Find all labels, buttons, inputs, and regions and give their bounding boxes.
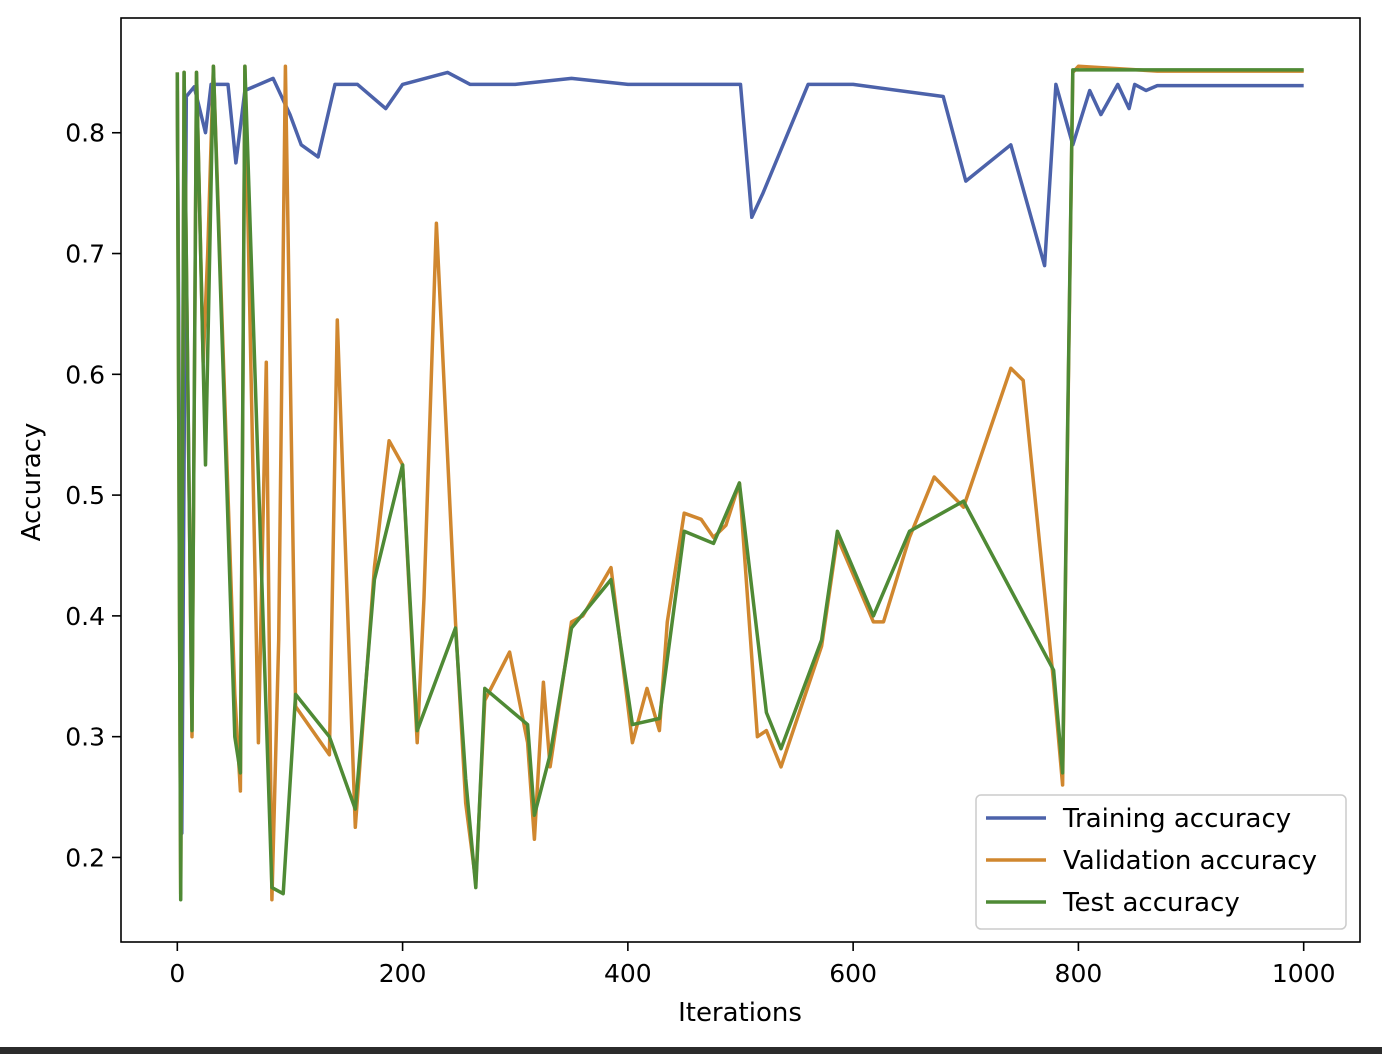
x-tick-label: 400 bbox=[604, 959, 652, 988]
x-axis-ticks: 0 200 400 600 800 1000 bbox=[169, 942, 1335, 988]
legend: Training accuracy Validation accuracy Te… bbox=[975, 794, 1347, 930]
x-tick-label: 800 bbox=[1055, 959, 1103, 988]
plot-frame bbox=[120, 17, 1361, 943]
y-tick-label: 0.3 bbox=[65, 723, 105, 752]
series-line-test bbox=[175, 64, 1304, 902]
y-tick-label: 0.4 bbox=[65, 602, 105, 631]
y-tick-label: 0.2 bbox=[65, 843, 105, 872]
series-line-training bbox=[175, 70, 1304, 836]
x-tick-label: 600 bbox=[829, 959, 877, 988]
legend-label-test: Test accuracy bbox=[1062, 888, 1240, 918]
series-layer bbox=[175, 64, 1304, 902]
y-axis-label: Accuracy bbox=[17, 423, 47, 542]
legend-label-validation: Validation accuracy bbox=[1063, 846, 1317, 876]
y-tick-label: 0.8 bbox=[65, 119, 105, 148]
legend-label-training: Training accuracy bbox=[1062, 804, 1291, 834]
x-tick-label: 1000 bbox=[1272, 959, 1336, 988]
x-tick-label: 0 bbox=[169, 959, 185, 988]
legend-box bbox=[975, 794, 1347, 930]
x-tick-label: 200 bbox=[379, 959, 427, 988]
y-tick-label: 0.6 bbox=[65, 360, 105, 389]
series-line-validation bbox=[175, 64, 1304, 902]
y-axis-ticks: 0.2 0.3 0.4 0.5 0.6 0.7 0.8 bbox=[65, 119, 121, 872]
y-tick-label: 0.7 bbox=[65, 240, 105, 269]
x-axis-label: Iterations bbox=[678, 998, 802, 1028]
y-tick-label: 0.5 bbox=[65, 481, 105, 510]
window-bottom-edge bbox=[0, 1047, 1382, 1054]
